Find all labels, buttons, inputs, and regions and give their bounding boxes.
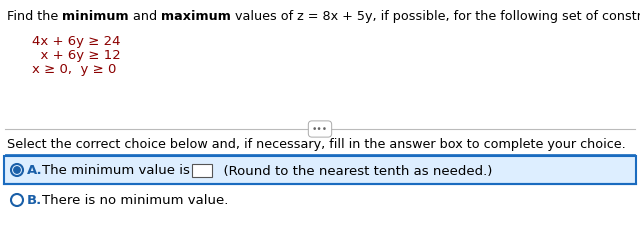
Text: Find the: Find the — [7, 10, 62, 23]
Text: There is no minimum value.: There is no minimum value. — [42, 194, 228, 207]
Text: x ≥ 0,  y ≥ 0: x ≥ 0, y ≥ 0 — [32, 63, 116, 76]
Text: B.: B. — [27, 194, 42, 207]
Text: •••: ••• — [312, 125, 328, 134]
Text: 4x + 6y ≥ 24: 4x + 6y ≥ 24 — [32, 35, 120, 48]
Text: minimum: minimum — [62, 10, 129, 23]
Text: values of z = 8x + 5y, if possible, for the following set of constraints.: values of z = 8x + 5y, if possible, for … — [231, 10, 640, 23]
Text: The minimum value is: The minimum value is — [42, 164, 190, 177]
Circle shape — [14, 167, 20, 174]
Text: and: and — [129, 10, 161, 23]
Bar — [4, 156, 636, 184]
Bar — [192, 164, 212, 177]
Text: maximum: maximum — [161, 10, 231, 23]
Text: (Round to the nearest tenth as needed.): (Round to the nearest tenth as needed.) — [215, 164, 492, 177]
Text: Select the correct choice below and, if necessary, fill in the answer box to com: Select the correct choice below and, if … — [7, 137, 626, 150]
Text: A.: A. — [27, 164, 43, 177]
Text: x + 6y ≥ 12: x + 6y ≥ 12 — [32, 49, 121, 62]
